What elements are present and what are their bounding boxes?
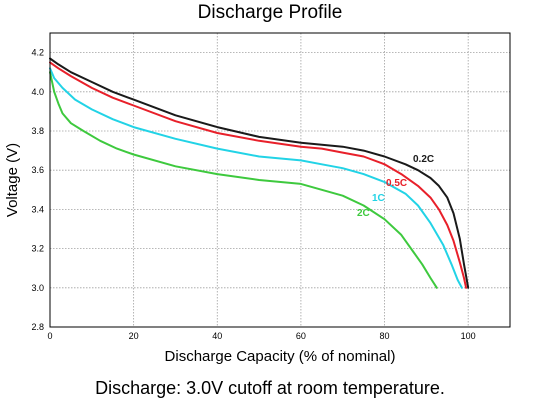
y-tick-label: 3.8 bbox=[31, 126, 44, 136]
x-tick-label: 80 bbox=[380, 331, 390, 341]
y-tick-label: 3.4 bbox=[31, 204, 44, 214]
series-line-2C bbox=[49, 71, 438, 289]
series-line-0-5C bbox=[49, 61, 468, 289]
grid-lines bbox=[49, 33, 510, 328]
caption: Discharge: 3.0V cutoff at room temperatu… bbox=[95, 378, 445, 398]
y-tick-label: 4.2 bbox=[31, 48, 44, 58]
x-tick-label: 20 bbox=[129, 331, 139, 341]
y-tick-label: 4.0 bbox=[31, 87, 44, 97]
x-tick-label: 60 bbox=[296, 331, 306, 341]
series-label-0-5C: 0.5C bbox=[386, 178, 407, 189]
x-axis-label: Discharge Capacity (% of nominal) bbox=[165, 348, 396, 365]
series-line-0-2C bbox=[49, 57, 470, 289]
series-lines bbox=[49, 57, 470, 289]
y-tick-label: 3.6 bbox=[31, 165, 44, 175]
x-tick-label: 0 bbox=[47, 331, 52, 341]
tick-labels: 0 20 40 60 80 100 2.8 3.0 3.2 3.4 3.6 3.8 4.0 4.2 bbox=[31, 48, 475, 341]
y-axis-label: Voltage (V) bbox=[4, 143, 21, 217]
series-label-0-2C: 0.2C bbox=[413, 154, 434, 165]
chart-title: Discharge Profile bbox=[197, 2, 343, 23]
y-tick-label: 3.2 bbox=[31, 244, 44, 254]
y-tick-label: 3.0 bbox=[31, 283, 44, 293]
y-tick-label: 2.8 bbox=[31, 322, 44, 332]
series-label-1C: 1C bbox=[372, 193, 385, 204]
series-line-1C bbox=[49, 67, 463, 289]
series-label-2C: 2C bbox=[357, 208, 370, 219]
x-tick-label: 100 bbox=[461, 331, 476, 341]
plot-frame bbox=[49, 32, 511, 328]
x-tick-label: 40 bbox=[212, 331, 222, 341]
